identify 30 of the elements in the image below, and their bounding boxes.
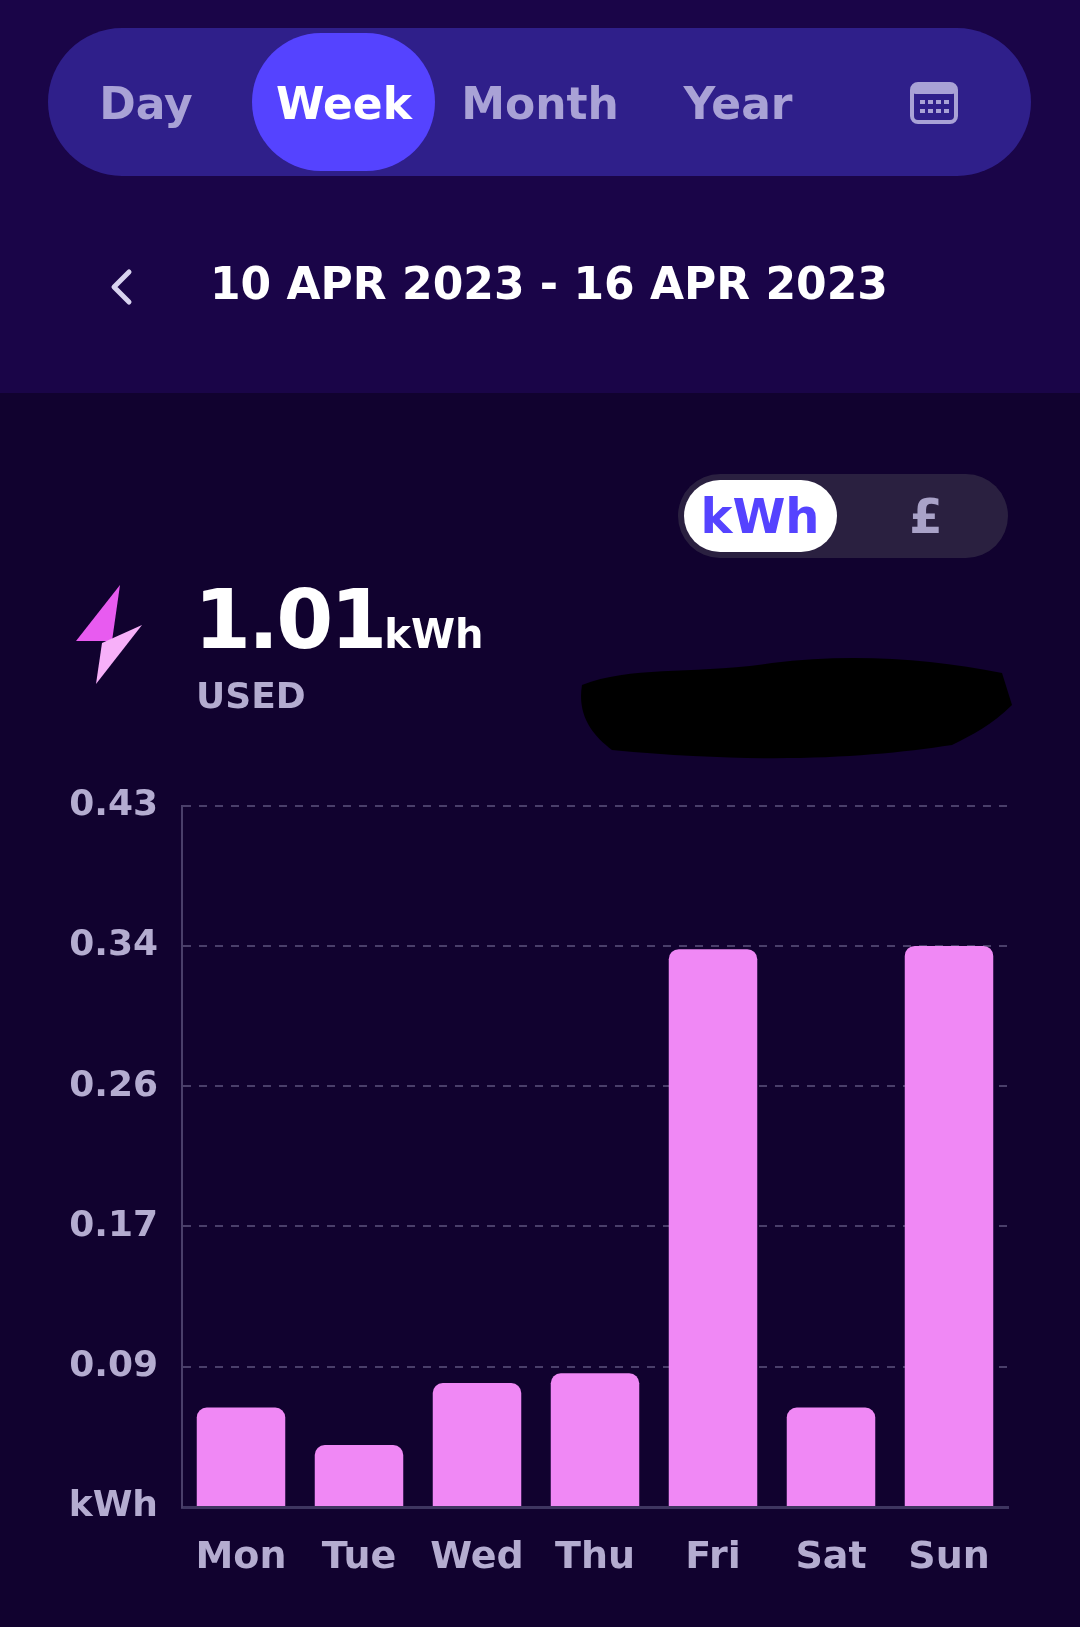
text: kWh [384,611,484,657]
bar [314,1445,404,1506]
bar [196,1407,286,1506]
text: Month [461,78,619,129]
text: kWh [700,488,820,544]
x-tick-label: Tue [321,1532,397,1577]
chart-title: 10 APR 2023 - 16 APR 2023 [210,258,888,309]
bar [786,1407,876,1506]
y-tick-label: 0.34 [69,922,158,964]
x-tick-label: Sat [795,1532,867,1577]
x-tick-label: Fri [685,1532,741,1577]
y-tick-label: 0.26 [69,1062,158,1104]
y-tick-label: 0.17 [69,1202,158,1244]
y-tick-label: 0.43 [69,781,158,823]
x-tick-label: Mon [195,1532,287,1577]
x-tick-label: Thu [554,1532,636,1577]
x-tick-label: Sun [908,1532,990,1577]
y-tick-label: 0.09 [69,1343,158,1385]
text: Year [683,78,793,129]
bar [432,1383,522,1506]
bar [550,1373,640,1506]
text: 1.01 [194,572,385,667]
x-tick-label: Wed [430,1532,524,1577]
text: USED [196,675,306,716]
text: Day [99,78,193,129]
text: Week [276,78,412,129]
bar [904,945,994,1506]
text: £ [909,488,943,544]
y-tick-label: kWh [68,1483,158,1525]
bar [668,949,758,1506]
